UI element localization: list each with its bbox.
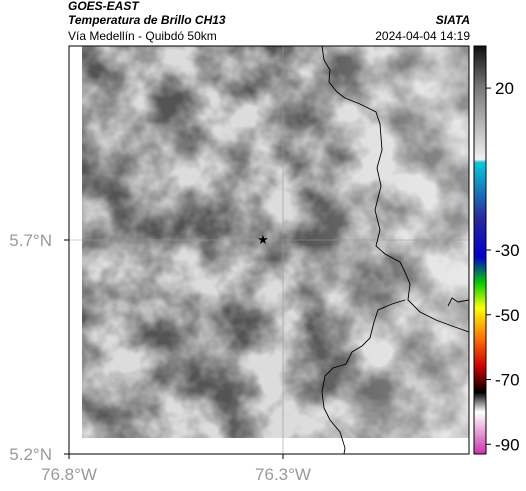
location-star-icon: ★: [257, 233, 269, 248]
colorbar-tick-label: -30: [495, 241, 520, 260]
colorbar-tick-label: -50: [495, 306, 520, 325]
x-tick-label: 76.8°W: [41, 465, 97, 484]
colorbar-ticks: 20 -30 -50 -70 -90: [486, 79, 520, 454]
satellite-name: GOES-EAST: [68, 0, 139, 13]
y-tick-label: 5.7°N: [9, 231, 52, 250]
product-title: Temperatura de Brillo CH13: [68, 13, 226, 27]
organization-name: SIATA: [435, 13, 470, 27]
route-label: Vía Medellín - Quibdó 50km: [68, 29, 217, 43]
river-boundary: [321, 299, 406, 454]
y-axis: 5.7°N 5.2°N: [9, 231, 69, 464]
colorbar-tick-label: -90: [495, 435, 520, 454]
timestamp: 2024-04-04 14:19: [375, 29, 470, 43]
x-tick-label: 76.3°W: [255, 465, 311, 484]
y-tick-label: 5.2°N: [9, 445, 52, 464]
department-boundary: [321, 46, 469, 333]
colorbar-tick-label: 20: [495, 79, 514, 98]
municipal-boundary: [447, 297, 469, 307]
plot-frame: [68, 45, 470, 455]
x-axis: 76.8°W 76.3°W: [41, 454, 311, 484]
satellite-image: ★: [69, 46, 469, 454]
colorbar: [473, 45, 487, 455]
colorbar-tick-label: -70: [495, 371, 520, 390]
